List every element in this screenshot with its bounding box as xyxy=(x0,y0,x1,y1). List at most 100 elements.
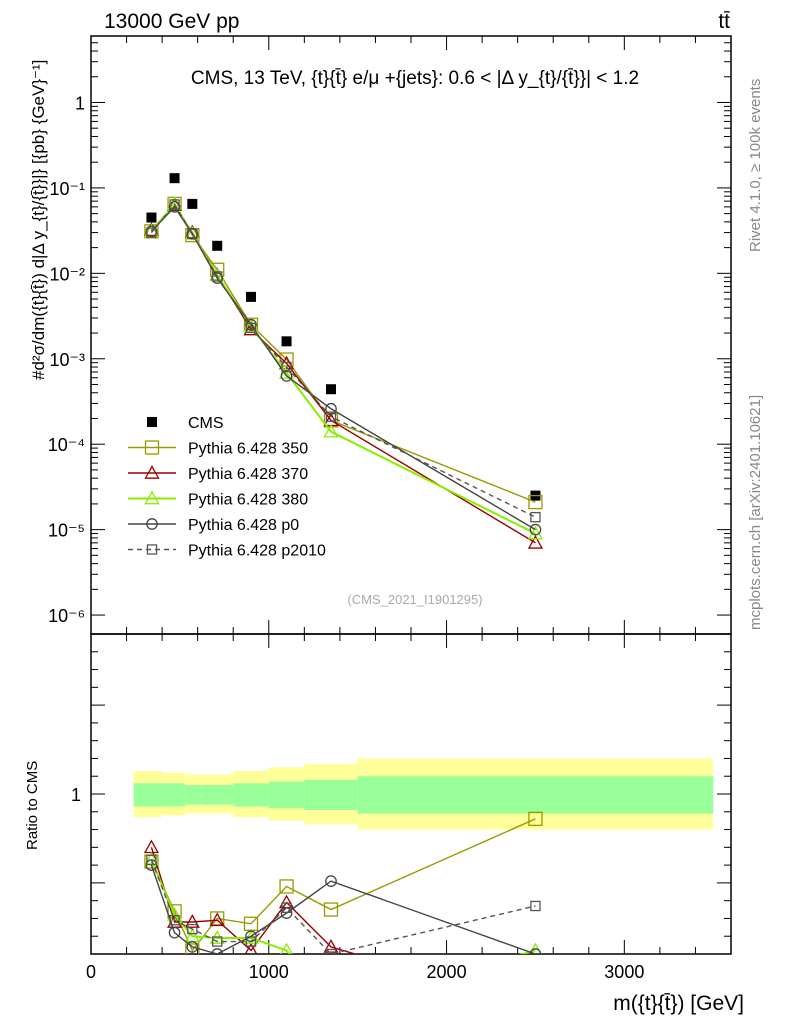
main-data-point xyxy=(281,361,292,373)
main-y-tick-label: 10⁻² xyxy=(49,264,85,284)
main-y-tick-label: 1 xyxy=(75,93,85,113)
main-y-tick-label: 10⁻¹ xyxy=(49,179,85,199)
main-series-line xyxy=(150,203,536,518)
band-stat-segment xyxy=(133,783,163,807)
band-stat-segment xyxy=(233,783,269,807)
main-data-point xyxy=(323,423,339,438)
main-series-4 xyxy=(145,201,542,536)
legend-marker xyxy=(144,465,160,479)
main-data-point xyxy=(187,198,198,209)
main-data-point xyxy=(326,384,336,395)
ratio-series-line xyxy=(150,859,536,954)
band-stat-segment xyxy=(268,781,305,809)
band-stat-segment xyxy=(201,785,234,805)
legend-marker xyxy=(146,544,158,555)
main-data-point xyxy=(212,271,223,282)
ratio-data-point xyxy=(529,1001,542,1013)
legend-entry-3: Pythia 6.428 380 xyxy=(128,490,308,509)
main-data-point xyxy=(325,402,337,415)
main-series-3 xyxy=(143,196,544,540)
main-series-group xyxy=(143,173,544,549)
x-axis-label: m({t}{t̄}) [GeV] xyxy=(613,992,744,1015)
main-y-tick-label: 10⁻³ xyxy=(49,350,85,370)
ratio-series-line xyxy=(150,864,536,954)
main-y-tick-label: 10⁻⁵ xyxy=(48,521,85,541)
ratio-series-line xyxy=(150,847,358,954)
main-data-point xyxy=(528,494,543,510)
ratio-data-point xyxy=(143,851,160,866)
ratio-x-tick-label: 3000 xyxy=(604,962,644,982)
legend-marker xyxy=(147,417,157,427)
ratio-data-point xyxy=(146,854,157,865)
ratio-series-line xyxy=(150,818,536,952)
ratio-axes: 0 1000 2000 3000 1 xyxy=(71,634,732,982)
main-data-point xyxy=(212,240,223,251)
ratio-data-point xyxy=(530,900,541,912)
legend-entry-5: Pythia 6.428 p2010 xyxy=(128,543,326,560)
main-data-point xyxy=(243,318,259,333)
legend-label: Pythia 6.428 380 xyxy=(188,492,308,509)
legend-label: Pythia 6.428 350 xyxy=(188,441,308,458)
ratio-data-point xyxy=(185,943,200,954)
ratio-data-point xyxy=(281,902,292,913)
band-stat-segment xyxy=(304,779,358,810)
ratio-data-point xyxy=(186,941,199,953)
legend-entry-4: Pythia 6.428 p0 xyxy=(128,517,299,534)
ratio-data-point xyxy=(169,915,180,926)
legend-label: Pythia 6.428 370 xyxy=(188,466,308,483)
ratio-data-point xyxy=(325,948,337,954)
main-axes: 10⁻⁶ 10⁻⁵ 10⁻⁴ 10⁻³ 10⁻² 10⁻¹ 1 xyxy=(48,35,732,634)
ratio-data-point xyxy=(168,926,181,939)
ratio-data-point xyxy=(187,923,198,935)
ratio-y-tick-label: 1 xyxy=(71,785,81,805)
main-panel-frame xyxy=(90,35,732,635)
chart-title: CMS, 13 TeV, {t}{t̄} e/μ +{jets}: 0.6 < … xyxy=(191,68,639,89)
ratio-data-point xyxy=(280,942,293,954)
ratio-series-group xyxy=(143,811,543,1013)
ratio-data-point xyxy=(244,942,258,954)
ratio-series-3 xyxy=(145,859,542,954)
main-data-point xyxy=(530,511,541,523)
main-series-line xyxy=(150,202,536,535)
ratio-series-4 xyxy=(146,854,541,954)
ratio-x-tick-label: 1000 xyxy=(249,962,289,982)
main-y-tick-label: 10⁻⁶ xyxy=(48,606,85,626)
ratio-data-point xyxy=(323,902,339,917)
main-data-point xyxy=(527,535,544,549)
main-data-point xyxy=(169,173,180,184)
ratio-series-line xyxy=(150,859,536,954)
band-stat-segment xyxy=(162,783,186,807)
legend-marker xyxy=(144,440,160,455)
legend-label: Pythia 6.428 p2010 xyxy=(188,543,326,560)
process-label: tt̄ xyxy=(718,10,730,33)
main-data-point xyxy=(146,212,157,223)
ratio-x-tick-label: 0 xyxy=(86,962,96,982)
main-data-point xyxy=(281,336,292,347)
ratio-data-point xyxy=(167,904,182,919)
legend-label: CMS xyxy=(188,415,224,432)
ratio-data-point xyxy=(184,914,200,928)
legend-entry-1: Pythia 6.428 350 xyxy=(128,440,308,458)
main-series-5 xyxy=(146,199,541,523)
rivet-version-label: Rivet 4.1.0, ≥ 100k events xyxy=(747,79,764,252)
ratio-data-point xyxy=(279,879,294,894)
main-data-point xyxy=(187,228,198,240)
energy-label: 13000 GeV pp xyxy=(104,10,239,33)
ratio-data-point xyxy=(143,839,160,854)
band-stat-segment xyxy=(185,785,202,805)
legend-marker xyxy=(146,518,158,530)
analysis-watermark: (CMS_2021_I1901295) xyxy=(347,592,482,607)
ratio-data-point xyxy=(529,948,542,954)
band-stat-segment xyxy=(357,776,714,814)
ratio-data-point xyxy=(323,939,339,953)
main-series-1 xyxy=(144,196,543,510)
ratio-data-point xyxy=(528,811,543,827)
legend-marker xyxy=(144,490,160,505)
main-data-point xyxy=(325,411,337,422)
main-y-axis-label: #d²σ/dm({t}{t̄}) d|Δ y_{t}/{t̄}}|} [{pb}… xyxy=(29,60,48,380)
ratio-y-axis-label: Ratio to CMS xyxy=(24,761,41,850)
ratio-x-tick-label: 2000 xyxy=(427,962,467,982)
ratio-uncertainty-band xyxy=(133,758,714,830)
ratio-data-point xyxy=(325,1001,338,1013)
main-y-tick-label: 10⁻⁴ xyxy=(48,435,85,455)
